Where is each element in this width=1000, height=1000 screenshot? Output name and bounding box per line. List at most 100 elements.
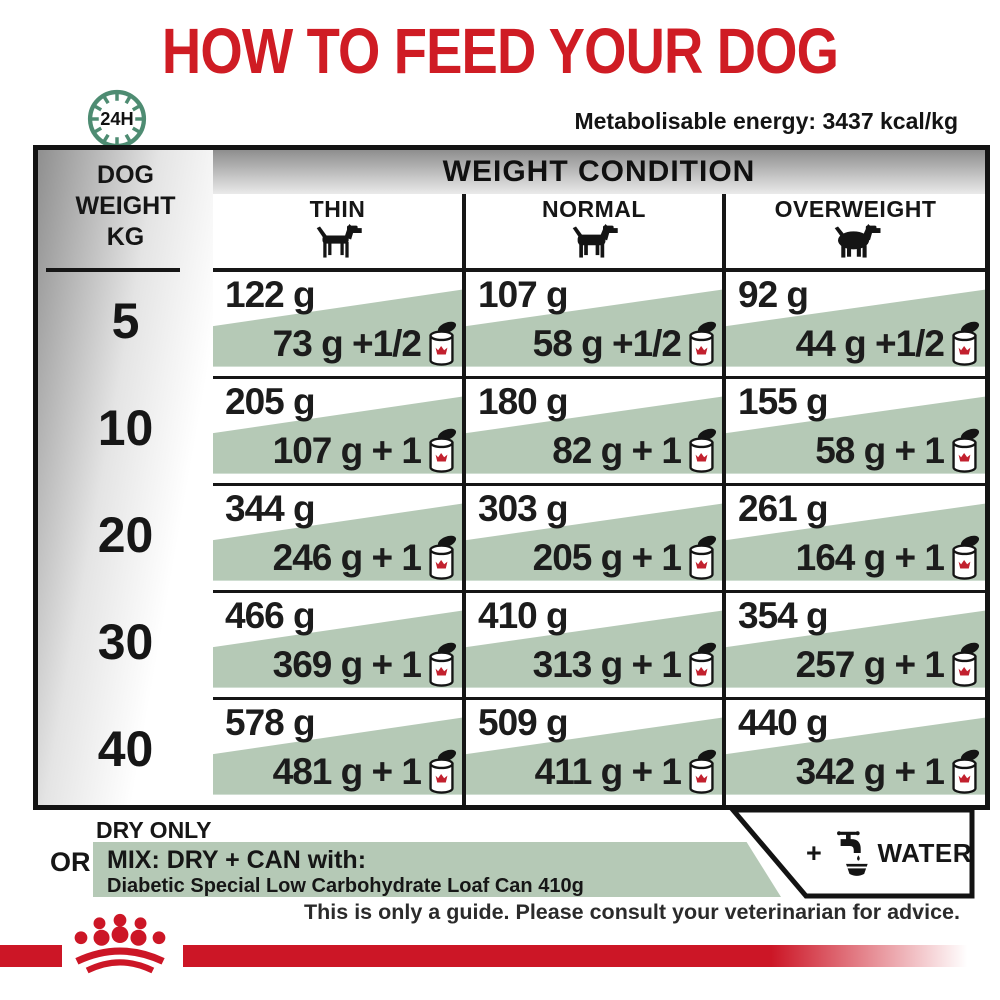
- mix-amount: 342 g + 1: [795, 751, 945, 792]
- can-icon: [686, 534, 717, 582]
- overweight-label: OVERWEIGHT: [774, 196, 937, 222]
- row-divider: [213, 376, 985, 379]
- water-tap-icon: [829, 824, 871, 882]
- dog-weight-line-3: KG: [106, 223, 145, 251]
- mix-row: 205 g + 1: [533, 534, 717, 582]
- cell-30-thin: 466 g 369 g + 1: [213, 593, 462, 697]
- mix-amount: 82 g + 1: [552, 430, 682, 471]
- mix-amount: 313 g + 1: [532, 644, 682, 685]
- mix-row: 342 g + 1: [796, 748, 980, 796]
- can-icon: [426, 427, 457, 475]
- or-label: OR: [50, 847, 91, 877]
- cell-5-thin: 122 g 73 g +1/2: [213, 272, 462, 376]
- cell-20-normal: 303 g 205 g + 1: [466, 486, 722, 590]
- metabolisable-energy-note: Metabolisable energy: 3437 kcal/kg: [574, 108, 958, 134]
- dry-amount: 303 g: [478, 488, 569, 529]
- brand-band-left: [0, 945, 62, 967]
- dry-amount: 261 g: [738, 488, 829, 529]
- page-title: HOW TO FEED YOUR DOG: [161, 15, 839, 87]
- mix-row: 313 g + 1: [533, 641, 717, 689]
- dry-amount: 122 g: [225, 274, 316, 315]
- mix-row: 246 g + 1: [273, 534, 457, 582]
- weight-condition-header: WEIGHT CONDITION: [213, 150, 985, 194]
- mix-amount: 44 g +1/2: [795, 323, 945, 364]
- can-icon: [426, 320, 457, 368]
- header-divider-main: [213, 268, 985, 272]
- mix-row: 411 g + 1: [535, 748, 717, 796]
- mix-row: 82 g + 1: [552, 427, 717, 475]
- dry-amount: 155 g: [738, 381, 829, 422]
- dry-amount: 107 g: [478, 274, 569, 315]
- plus-sign: +: [806, 837, 822, 868]
- mix-legend-band: MIX: DRY + CAN with: Diabetic Special Lo…: [93, 842, 781, 897]
- can-icon: [426, 748, 457, 796]
- mix-row: 73 g +1/2: [273, 320, 457, 368]
- column-header-thin: THIN: [213, 196, 462, 268]
- dry-amount: 344 g: [225, 488, 316, 529]
- brand-band-right: [183, 945, 1000, 967]
- cell-10-overweight: 155 g 58 g + 1: [726, 379, 985, 483]
- dog-thin-icon: [309, 224, 367, 260]
- mix-row: 369 g + 1: [273, 641, 457, 689]
- cell-5-overweight: 92 g 44 g +1/2: [726, 272, 985, 376]
- can-icon: [686, 641, 717, 689]
- dog-weight-line-1: DOG: [97, 161, 154, 189]
- can-icon: [686, 320, 717, 368]
- mix-row: 164 g + 1: [796, 534, 980, 582]
- cell-40-overweight: 440 g 342 g + 1: [726, 700, 985, 804]
- cell-20-thin: 344 g 246 g + 1: [213, 486, 462, 590]
- can-icon: [949, 534, 980, 582]
- row-divider: [213, 590, 985, 593]
- mix-amount: 481 g + 1: [272, 751, 422, 792]
- can-icon: [426, 534, 457, 582]
- mix-title: MIX: DRY + CAN with:: [107, 846, 367, 874]
- mix-row: 107 g + 1: [273, 427, 457, 475]
- can-icon: [949, 748, 980, 796]
- disclaimer-text: This is only a guide. Please consult you…: [304, 900, 960, 924]
- cell-10-normal: 180 g 82 g + 1: [466, 379, 722, 483]
- cell-40-normal: 509 g 411 g + 1: [466, 700, 722, 804]
- dry-amount: 180 g: [478, 381, 569, 422]
- mix-amount: 58 g + 1: [815, 430, 945, 471]
- dry-amount: 92 g: [738, 274, 809, 315]
- column-divider-1: [462, 194, 466, 805]
- mix-amount: 164 g + 1: [795, 537, 945, 578]
- mix-amount: 369 g + 1: [272, 644, 422, 685]
- dry-amount: 354 g: [738, 595, 829, 636]
- mix-row: 257 g + 1: [796, 641, 980, 689]
- can-icon: [949, 320, 980, 368]
- dry-amount: 440 g: [738, 702, 829, 743]
- dry-amount: 205 g: [225, 381, 316, 422]
- mix-amount: 107 g + 1: [272, 430, 422, 471]
- dry-amount: 509 g: [478, 702, 569, 743]
- row-divider: [213, 697, 985, 700]
- can-icon: [686, 427, 717, 475]
- cell-10-thin: 205 g 107 g + 1: [213, 379, 462, 483]
- water-legend: + WATER: [806, 820, 972, 886]
- weight-10: 10: [97, 400, 154, 456]
- dog-overweight-icon: [827, 224, 885, 260]
- mix-amount: 205 g + 1: [532, 537, 682, 578]
- mix-row: 481 g + 1: [273, 748, 457, 796]
- mix-amount: 411 g + 1: [534, 751, 682, 792]
- cell-5-normal: 107 g 58 g +1/2: [466, 272, 722, 376]
- column-header-overweight: OVERWEIGHT: [726, 196, 985, 268]
- dog-weight-column-header: DOG WEIGHT KG: [38, 160, 213, 253]
- mix-amount: 257 g + 1: [795, 644, 945, 685]
- mix-amount: 58 g +1/2: [532, 323, 682, 364]
- can-icon: [949, 641, 980, 689]
- dog-normal-icon: [565, 224, 623, 260]
- weight-5: 5: [111, 293, 140, 349]
- column-divider-2: [722, 194, 726, 805]
- 24h-clock-icon: [84, 86, 150, 152]
- water-label: WATER: [877, 837, 972, 868]
- mix-row: 44 g +1/2: [796, 320, 980, 368]
- normal-label: NORMAL: [542, 196, 646, 222]
- dry-amount: 578 g: [225, 702, 316, 743]
- dog-weight-line-2: WEIGHT: [75, 192, 176, 220]
- cell-30-normal: 410 g 313 g + 1: [466, 593, 722, 697]
- royal-canin-crown-logo: [56, 910, 184, 988]
- cell-20-overweight: 261 g 164 g + 1: [726, 486, 985, 590]
- dry-amount: 466 g: [225, 595, 316, 636]
- mix-amount: 246 g + 1: [272, 537, 422, 578]
